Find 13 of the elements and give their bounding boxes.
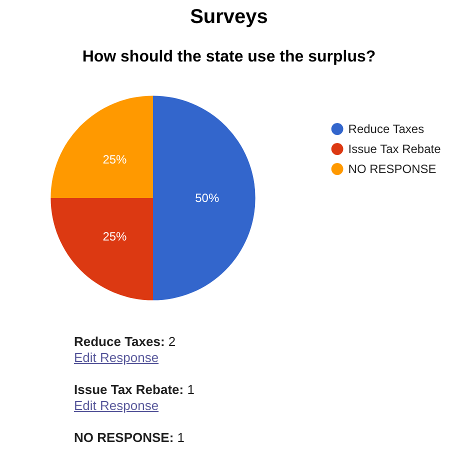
text: NO RESPONSE: 1 [74, 430, 186, 446]
text: Edit Response [74, 398, 160, 414]
legend-label: NO RESPONSE [348, 162, 436, 176]
data-label: 25% [102, 152, 128, 167]
text: Edit Response [74, 350, 160, 366]
data-label: 25% [102, 229, 128, 244]
text: Reduce Taxes: 2 [74, 334, 177, 350]
chart-subtitle: How should the state use the surplus? [82, 48, 376, 66]
text: Issue Tax Rebate: 1 [74, 382, 194, 398]
legend-label: Issue Tax Rebate [348, 142, 442, 156]
data-label: 50% [195, 191, 220, 205]
legend-label: Reduce Taxes [348, 122, 424, 136]
chart-title: Surveys [190, 6, 268, 28]
